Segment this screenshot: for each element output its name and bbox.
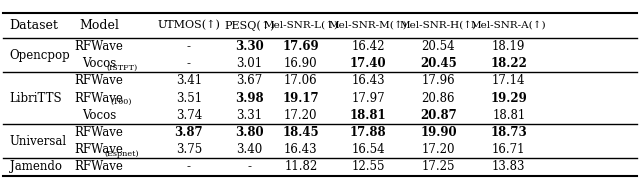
- Text: 18.19: 18.19: [492, 40, 525, 53]
- Text: UTMOS(↑): UTMOS(↑): [157, 20, 220, 30]
- Text: 17.40: 17.40: [349, 57, 387, 70]
- Text: 17.06: 17.06: [284, 75, 317, 87]
- Text: -: -: [248, 161, 252, 173]
- Text: RFWave: RFWave: [75, 143, 124, 156]
- Text: (100): (100): [111, 98, 132, 106]
- Text: Universal: Universal: [10, 135, 67, 148]
- Text: 16.43: 16.43: [351, 75, 385, 87]
- Text: LibriTTS: LibriTTS: [10, 92, 62, 105]
- Text: Mel-SNR-M(↑): Mel-SNR-M(↑): [328, 21, 408, 30]
- Text: (Espnet): (Espnet): [104, 150, 139, 158]
- Text: 20.45: 20.45: [420, 57, 457, 70]
- Text: RFWave: RFWave: [75, 75, 124, 87]
- Text: 19.17: 19.17: [282, 92, 319, 105]
- Text: 3.80: 3.80: [236, 126, 264, 139]
- Text: 20.87: 20.87: [420, 109, 457, 122]
- Text: Model: Model: [79, 19, 119, 32]
- Text: 13.83: 13.83: [492, 161, 525, 173]
- Text: 12.55: 12.55: [351, 161, 385, 173]
- Text: 16.71: 16.71: [492, 143, 525, 156]
- Text: 3.98: 3.98: [236, 92, 264, 105]
- Text: 19.29: 19.29: [490, 92, 527, 105]
- Text: 16.90: 16.90: [284, 57, 317, 70]
- Text: 17.14: 17.14: [492, 75, 525, 87]
- Text: 3.40: 3.40: [236, 143, 263, 156]
- Text: 16.42: 16.42: [351, 40, 385, 53]
- Text: 3.41: 3.41: [176, 75, 202, 87]
- Text: 20.86: 20.86: [422, 92, 455, 105]
- Text: 11.82: 11.82: [284, 161, 317, 173]
- Text: 18.45: 18.45: [282, 126, 319, 139]
- Text: 3.51: 3.51: [176, 92, 202, 105]
- Text: 18.22: 18.22: [490, 57, 527, 70]
- Text: 3.01: 3.01: [237, 57, 262, 70]
- Text: 18.81: 18.81: [349, 109, 387, 122]
- Text: 17.25: 17.25: [422, 161, 455, 173]
- Text: 17.97: 17.97: [351, 92, 385, 105]
- Text: 16.43: 16.43: [284, 143, 317, 156]
- Text: 17.69: 17.69: [282, 40, 319, 53]
- Text: 17.96: 17.96: [422, 75, 455, 87]
- Text: 3.74: 3.74: [175, 109, 202, 122]
- Text: Vocos: Vocos: [82, 109, 116, 122]
- Text: Vocos: Vocos: [82, 57, 116, 70]
- Text: RFWave: RFWave: [75, 161, 124, 173]
- Text: -: -: [187, 161, 191, 173]
- Text: Mel-SNR-L(↑): Mel-SNR-L(↑): [263, 21, 339, 30]
- Text: 17.20: 17.20: [284, 109, 317, 122]
- Text: 20.54: 20.54: [422, 40, 455, 53]
- Text: RFWave: RFWave: [75, 40, 124, 53]
- Text: -: -: [187, 40, 191, 53]
- Text: 16.54: 16.54: [351, 143, 385, 156]
- Text: 17.20: 17.20: [422, 143, 455, 156]
- Text: 18.73: 18.73: [490, 126, 527, 139]
- Text: 19.90: 19.90: [420, 126, 457, 139]
- Text: Opencpop: Opencpop: [10, 49, 70, 62]
- Text: 3.75: 3.75: [175, 143, 202, 156]
- Text: Mel-SNR-A(↑): Mel-SNR-A(↑): [471, 21, 547, 30]
- Text: 3.67: 3.67: [236, 75, 263, 87]
- Text: RFWave: RFWave: [75, 126, 124, 139]
- Text: (ISTFT): (ISTFT): [106, 64, 137, 72]
- Text: 17.88: 17.88: [349, 126, 387, 139]
- Text: 3.87: 3.87: [175, 126, 203, 139]
- Text: Jamendo: Jamendo: [10, 161, 61, 173]
- Text: 18.81: 18.81: [492, 109, 525, 122]
- Text: RFWave: RFWave: [75, 92, 124, 105]
- Text: 3.30: 3.30: [236, 40, 264, 53]
- Text: -: -: [187, 57, 191, 70]
- Text: Dataset: Dataset: [10, 19, 58, 32]
- Text: 3.31: 3.31: [237, 109, 262, 122]
- Text: PESQ(↑): PESQ(↑): [225, 20, 275, 31]
- Text: Mel-SNR-H(↑): Mel-SNR-H(↑): [400, 21, 477, 30]
